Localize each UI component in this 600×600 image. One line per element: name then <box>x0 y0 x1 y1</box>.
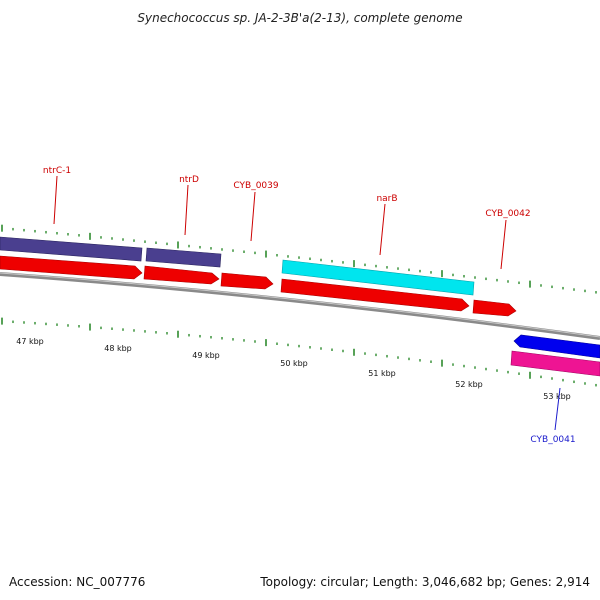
label-CYB_0041[interactable]: CYB_0041 <box>530 435 575 445</box>
kbp-label: 53 kbp <box>543 392 571 401</box>
inner-tick-row <box>1 317 597 387</box>
gene-labels: ntrC-1 ntrD CYB_0039 narB CYB_0042 CYB_0… <box>43 166 576 445</box>
kbp-label: 52 kbp <box>455 380 483 389</box>
kbp-label: 49 kbp <box>192 351 220 360</box>
reverse-features <box>510 334 600 377</box>
leader-line-CYB_0042 <box>500 219 507 270</box>
cds-CYB_0039[interactable] <box>220 272 274 290</box>
kbp-label: 48 kbp <box>104 344 132 353</box>
forward-features <box>0 236 517 317</box>
cds-ntrC-1[interactable] <box>0 255 143 280</box>
accession-text: Accession: NC_007776 <box>9 575 145 589</box>
label-CYB_0039[interactable]: CYB_0039 <box>233 181 278 191</box>
gene-CYB_0041[interactable] <box>510 350 600 377</box>
genome-backbone-highlight <box>0 272 600 338</box>
kbp-label: 50 kbp <box>280 359 308 368</box>
kbp-label: 47 kbp <box>16 337 44 346</box>
leader-line-ntrC-1 <box>53 175 58 225</box>
gene-ntrC-1[interactable] <box>0 236 143 262</box>
label-CYB_0042[interactable]: CYB_0042 <box>485 209 530 219</box>
cds-CYB_0042[interactable] <box>472 299 517 317</box>
outer-tick-row <box>1 224 597 294</box>
label-ntrC-1[interactable]: ntrC-1 <box>43 166 71 176</box>
gene-ntrD[interactable] <box>145 247 222 268</box>
cds-ntrD[interactable] <box>143 265 220 285</box>
cds-narB[interactable] <box>280 278 470 312</box>
label-ntrD[interactable]: ntrD <box>179 175 199 185</box>
map-title: Synechococcus sp. JA-2-3B'a(2-13), compl… <box>137 11 462 25</box>
kbp-axis-labels: 47 kbp 48 kbp 49 kbp 50 kbp 51 kbp 52 kb… <box>16 337 571 401</box>
gene-narB[interactable] <box>281 259 475 296</box>
leader-line-CYB_0041 <box>554 387 561 431</box>
genome-summary-text: Topology: circular; Length: 3,046,682 bp… <box>259 575 590 589</box>
leader-line-narB <box>379 203 386 256</box>
cds-CYB_0041[interactable] <box>513 334 600 359</box>
label-narB[interactable]: narB <box>376 194 397 204</box>
genome-backbone <box>0 272 600 340</box>
leader-line-CYB_0039 <box>250 191 256 242</box>
leader-line-ntrD <box>184 184 189 236</box>
kbp-label: 51 kbp <box>368 369 396 378</box>
